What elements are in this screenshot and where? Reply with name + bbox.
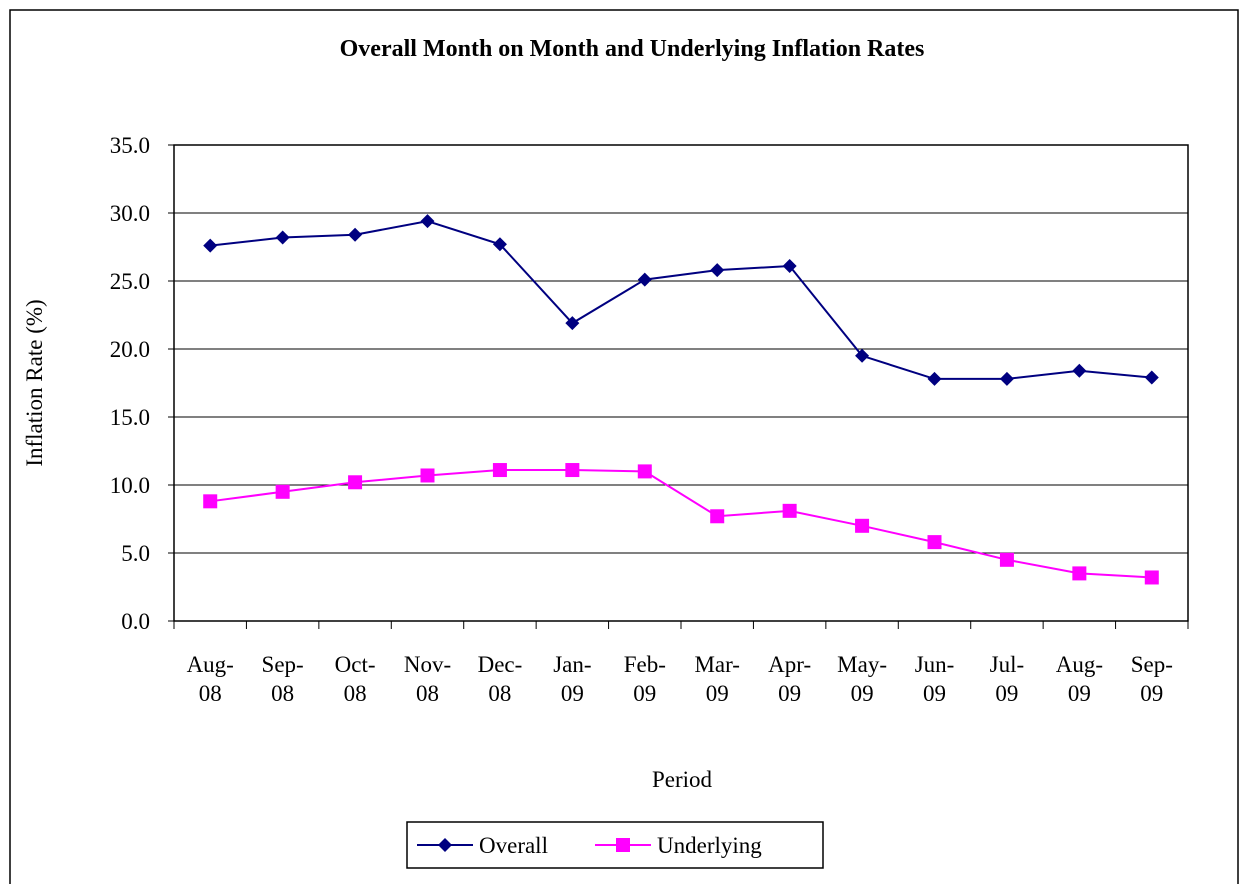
y-tick-label: 20.0: [110, 337, 150, 362]
x-axis-label: Period: [652, 767, 713, 792]
marker: [710, 509, 725, 524]
x-tick-label: Dec-08: [478, 652, 523, 706]
marker: [203, 494, 218, 509]
marker: [1072, 363, 1087, 378]
series-line: [210, 220, 1152, 380]
marker: [275, 230, 290, 245]
marker: [637, 272, 652, 287]
x-tick-label: May-09: [837, 652, 887, 706]
y-tick-label: 15.0: [110, 405, 150, 430]
legend-label: Underlying: [657, 833, 762, 858]
x-tick-label: Apr-09: [768, 652, 811, 706]
marker: [203, 238, 218, 253]
marker: [616, 838, 630, 852]
marker: [420, 468, 435, 483]
marker: [565, 463, 580, 478]
x-tick-label: Jul-09: [990, 652, 1025, 706]
marker: [565, 316, 580, 331]
chart-title: Overall Month on Month and Underlying In…: [340, 36, 925, 62]
chart-border: [9, 9, 1239, 884]
marker: [855, 348, 870, 363]
marker: [492, 237, 507, 252]
x-tick-label: Oct-08: [335, 652, 376, 706]
y-tick-label: 25.0: [110, 269, 150, 294]
marker: [1144, 570, 1159, 585]
y-tick-label: 5.0: [121, 541, 150, 566]
marker: [927, 371, 942, 386]
y-tick-label: 30.0: [110, 201, 150, 226]
marker: [710, 263, 725, 278]
x-tick-label: Aug-08: [187, 652, 234, 706]
marker: [275, 484, 290, 499]
marker: [1144, 370, 1159, 385]
y-tick-label: 35.0: [110, 133, 150, 158]
marker: [438, 838, 452, 852]
x-tick-label: Nov-08: [404, 652, 451, 706]
marker: [999, 552, 1014, 567]
marker: [927, 535, 942, 550]
x-tick-label: Mar-09: [694, 652, 740, 706]
x-tick-label: Jun-09: [915, 652, 955, 706]
marker: [348, 227, 363, 242]
series-line: [210, 469, 1152, 579]
x-tick-label: Jan-09: [553, 652, 591, 706]
marker: [855, 518, 870, 533]
marker: [492, 463, 507, 478]
x-tick-label: Sep-08: [262, 652, 304, 706]
x-tick-label: Aug-09: [1056, 652, 1103, 706]
marker: [999, 371, 1014, 386]
x-tick-label: Feb-09: [624, 652, 666, 706]
marker: [420, 214, 435, 229]
marker: [782, 503, 797, 518]
marker: [782, 259, 797, 274]
marker: [637, 464, 652, 479]
y-tick-label: 0.0: [121, 609, 150, 634]
marker: [1072, 566, 1087, 581]
y-tick-label: 10.0: [110, 473, 150, 498]
y-axis-label: Inflation Rate (%): [22, 299, 47, 466]
x-tick-label: Sep-09: [1131, 652, 1173, 706]
marker: [348, 475, 363, 490]
legend-label: Overall: [479, 833, 548, 858]
